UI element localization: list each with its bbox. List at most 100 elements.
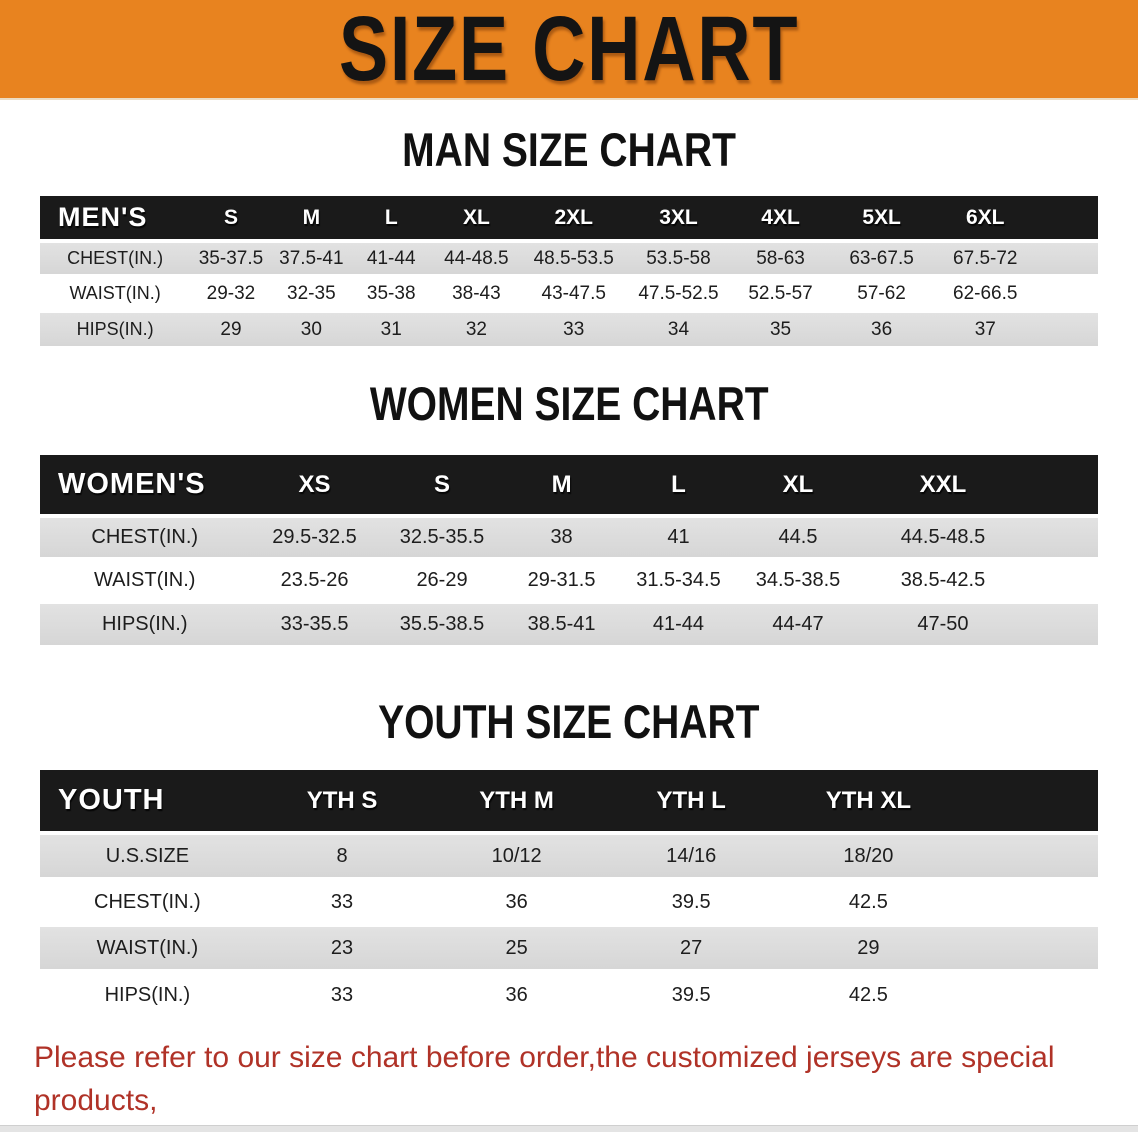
value-cell: 37 — [932, 309, 1038, 346]
youth-size-header: YTH L — [603, 770, 779, 835]
value-cell: 47.5-52.5 — [626, 274, 731, 311]
value-cell: 26-29 — [379, 557, 505, 602]
women-size-table-wrap: WOMEN'S XS S M L XL XXL CHEST(IN.) 29.5-… — [40, 455, 1098, 645]
filler-cell — [1028, 557, 1098, 602]
value-cell: 57-62 — [830, 274, 933, 311]
value-cell: 67.5-72 — [932, 239, 1038, 276]
value-cell: 36 — [429, 969, 604, 1017]
women-size-header: XXL — [857, 455, 1029, 518]
value-cell: 18/20 — [778, 831, 959, 879]
women-corner-cell: WOMEN'S — [40, 455, 250, 518]
table-row: WAIST(IN.) 23 25 27 29 — [40, 923, 1098, 971]
value-cell: 38.5-41 — [504, 600, 619, 645]
value-cell: 36 — [429, 877, 604, 925]
value-cell: 63-67.5 — [830, 239, 933, 276]
value-cell: 29 — [778, 923, 959, 971]
value-cell: 35-38 — [351, 274, 432, 311]
value-cell: 44.5-48.5 — [857, 514, 1029, 559]
value-cell: 32.5-35.5 — [379, 514, 505, 559]
value-cell: 29-32 — [190, 274, 272, 311]
filler-cell — [1037, 274, 1098, 311]
youth-size-header: YTH S — [254, 770, 430, 835]
value-cell: 41-44 — [351, 239, 432, 276]
table-row: HIPS(IN.) 29 30 31 32 33 34 35 36 37 — [40, 309, 1098, 346]
filler-cell — [958, 831, 1098, 879]
men-heading-text: MAN SIZE CHART — [402, 123, 736, 176]
youth-header-row: YOUTH YTH S YTH M YTH L YTH XL — [40, 770, 1098, 835]
value-cell: 31.5-34.5 — [618, 557, 739, 602]
value-cell: 38 — [504, 514, 619, 559]
table-row: WAIST(IN.) 23.5-26 26-29 29-31.5 31.5-34… — [40, 557, 1098, 602]
value-cell: 33 — [521, 309, 627, 346]
value-cell: 34 — [626, 309, 731, 346]
men-size-header: L — [351, 196, 432, 243]
row-label-cell: WAIST(IN.) — [40, 557, 250, 602]
value-cell: 32 — [431, 309, 522, 346]
value-cell: 44.5 — [738, 514, 858, 559]
youth-heading-text: YOUTH SIZE CHART — [378, 695, 760, 748]
row-label-cell: CHEST(IN.) — [40, 239, 191, 276]
men-size-header: 3XL — [626, 196, 731, 243]
women-size-header: XS — [249, 455, 380, 518]
men-size-header: 6XL — [932, 196, 1038, 243]
men-size-header: 4XL — [730, 196, 831, 243]
bottom-edge-strip — [0, 1125, 1138, 1132]
youth-section-heading: YOUTH SIZE CHART — [0, 696, 1138, 748]
men-size-header: M — [271, 196, 352, 243]
women-header-row: WOMEN'S XS S M L XL XXL — [40, 455, 1098, 518]
value-cell: 35.5-38.5 — [379, 600, 505, 645]
value-cell: 43-47.5 — [521, 274, 627, 311]
value-cell: 8 — [254, 831, 430, 879]
filler-cell — [1037, 239, 1098, 276]
youth-size-table: YOUTH YTH S YTH M YTH L YTH XL U.S.SIZE … — [40, 770, 1098, 1017]
value-cell: 39.5 — [603, 877, 779, 925]
value-cell: 33 — [254, 969, 430, 1017]
filler-cell — [958, 877, 1098, 925]
youth-size-header: YTH M — [429, 770, 604, 835]
value-cell: 34.5-38.5 — [738, 557, 858, 602]
value-cell: 41 — [618, 514, 739, 559]
table-row: CHEST(IN.) 29.5-32.5 32.5-35.5 38 41 44.… — [40, 514, 1098, 559]
value-cell: 38.5-42.5 — [857, 557, 1029, 602]
table-row: HIPS(IN.) 33 36 39.5 42.5 — [40, 969, 1098, 1017]
value-cell: 52.5-57 — [730, 274, 831, 311]
women-size-table: WOMEN'S XS S M L XL XXL CHEST(IN.) 29.5-… — [40, 455, 1098, 645]
men-size-header: XL — [431, 196, 522, 243]
value-cell: 62-66.5 — [932, 274, 1038, 311]
men-size-table-wrap: MEN'S S M L XL 2XL 3XL 4XL 5XL 6XL CHEST… — [40, 196, 1098, 346]
value-cell: 44-47 — [738, 600, 858, 645]
filler-cell — [1028, 455, 1098, 518]
value-cell: 42.5 — [778, 877, 959, 925]
value-cell: 47-50 — [857, 600, 1029, 645]
value-cell: 39.5 — [603, 969, 779, 1017]
page-title: SIZE CHART — [338, 0, 800, 100]
table-row: WAIST(IN.) 29-32 32-35 35-38 38-43 43-47… — [40, 274, 1098, 311]
value-cell: 23 — [254, 923, 430, 971]
value-cell: 23.5-26 — [249, 557, 380, 602]
men-size-table: MEN'S S M L XL 2XL 3XL 4XL 5XL 6XL CHEST… — [40, 196, 1098, 346]
filler-cell — [958, 969, 1098, 1017]
value-cell: 38-43 — [431, 274, 522, 311]
youth-size-header: YTH XL — [778, 770, 959, 835]
men-size-header: 2XL — [521, 196, 627, 243]
value-cell: 29-31.5 — [504, 557, 619, 602]
row-label-cell: HIPS(IN.) — [40, 969, 255, 1017]
women-size-header: XL — [738, 455, 858, 518]
table-row: U.S.SIZE 8 10/12 14/16 18/20 — [40, 831, 1098, 879]
banner: SIZE CHART — [0, 0, 1138, 100]
filler-cell — [1037, 309, 1098, 346]
filler-cell — [958, 770, 1098, 835]
men-header-row: MEN'S S M L XL 2XL 3XL 4XL 5XL 6XL — [40, 196, 1098, 243]
value-cell: 41-44 — [618, 600, 739, 645]
value-cell: 48.5-53.5 — [521, 239, 627, 276]
value-cell: 29.5-32.5 — [249, 514, 380, 559]
value-cell: 37.5-41 — [271, 239, 352, 276]
value-cell: 14/16 — [603, 831, 779, 879]
youth-size-table-wrap: YOUTH YTH S YTH M YTH L YTH XL U.S.SIZE … — [40, 770, 1098, 1017]
value-cell: 10/12 — [429, 831, 604, 879]
table-row: CHEST(IN.) 33 36 39.5 42.5 — [40, 877, 1098, 925]
value-cell: 29 — [190, 309, 272, 346]
filler-cell — [1028, 600, 1098, 645]
women-size-header: S — [379, 455, 505, 518]
